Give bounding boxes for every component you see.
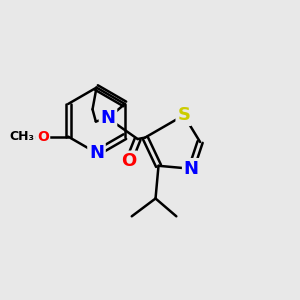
Text: O: O [37,130,49,144]
Text: N: N [184,160,199,178]
Text: N: N [100,109,116,127]
Text: O: O [121,152,136,170]
Text: N: N [89,144,104,162]
Text: CH₃: CH₃ [10,130,34,143]
Text: S: S [177,106,190,124]
